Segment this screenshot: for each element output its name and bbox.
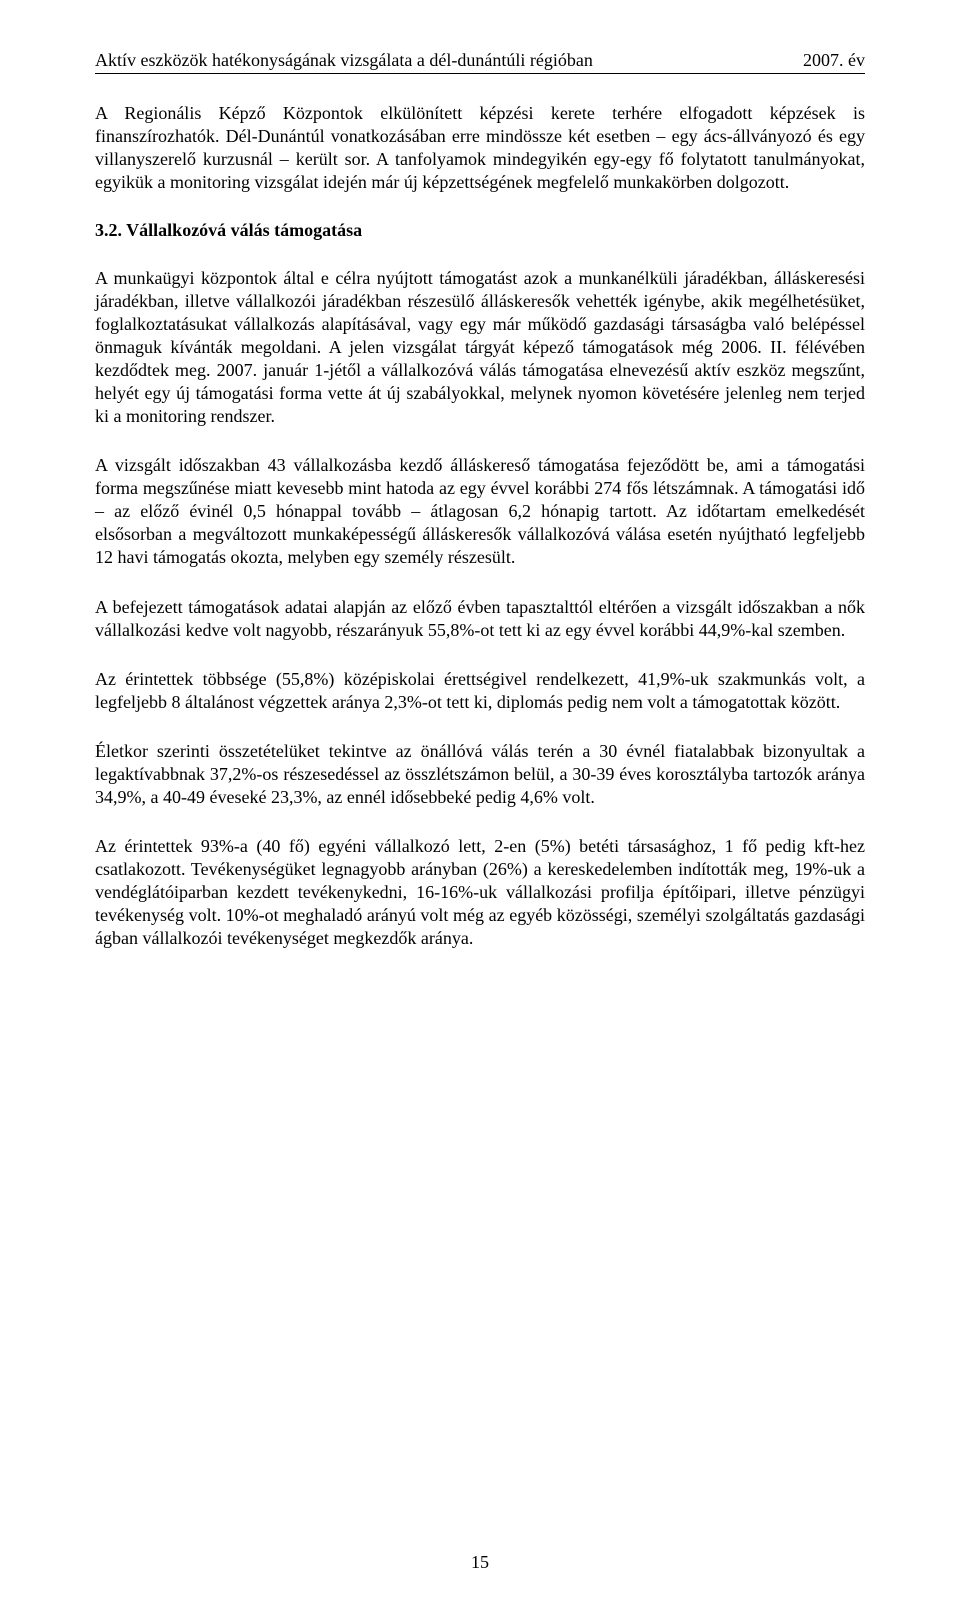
paragraph-7: Az érintettek 93%-a (40 fő) egyéni válla… (95, 835, 865, 950)
header-underline (95, 73, 865, 74)
paragraph-1: A Regionális Képző Központok elkülönítet… (95, 102, 865, 194)
paragraph-4: A befejezett támogatások adatai alapján … (95, 596, 865, 642)
page-number: 15 (0, 1552, 960, 1573)
paragraph-2: A munkaügyi központok által e célra nyúj… (95, 267, 865, 428)
header-left: Aktív eszközök hatékonyságának vizsgálat… (95, 50, 593, 71)
paragraph-6: Életkor szerinti összetételüket tekintve… (95, 740, 865, 809)
section-heading-3-2: 3.2. Vállalkozóvá válás támogatása (95, 220, 865, 241)
paragraph-5: Az érintettek többsége (55,8%) középisko… (95, 668, 865, 714)
document-page: Aktív eszközök hatékonyságának vizsgálat… (0, 0, 960, 1613)
page-header: Aktív eszközök hatékonyságának vizsgálat… (95, 50, 865, 71)
header-right: 2007. év (803, 50, 865, 71)
paragraph-3: A vizsgált időszakban 43 vállalkozásba k… (95, 454, 865, 569)
